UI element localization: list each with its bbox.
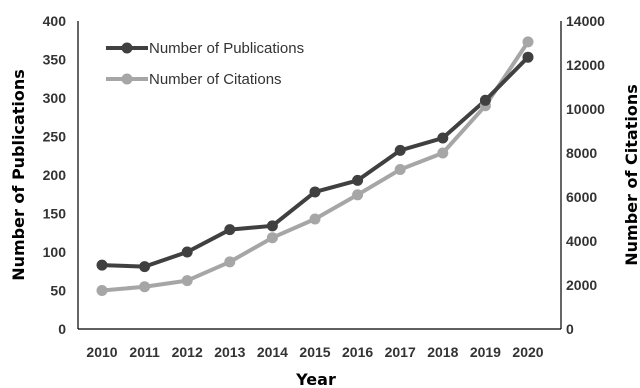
data-point: [96, 259, 108, 271]
data-point: [96, 285, 108, 296]
x-tick-label: 2012: [172, 344, 203, 360]
legend-marker: [121, 42, 133, 54]
y-axis-title: Number of Publications: [9, 69, 28, 281]
y-tick-label: 250: [43, 129, 67, 145]
y-tick-label: 300: [43, 90, 67, 106]
data-point: [394, 144, 406, 156]
y-tick-label: 0: [58, 321, 66, 337]
data-point: [479, 94, 491, 106]
legend-label: Number of Publications: [149, 40, 304, 57]
y2-tick-label: 10000: [566, 101, 605, 117]
series-line: [101, 55, 530, 269]
data-point: [309, 213, 321, 225]
data-point: [352, 174, 364, 186]
legend-marker: [121, 73, 133, 85]
y-tick-label: 150: [43, 206, 67, 222]
y-tick-label: 200: [43, 167, 67, 183]
data-point: [352, 189, 364, 201]
data-point: [224, 256, 236, 268]
y2-axis-title: Number of Citations: [622, 84, 640, 265]
x-tick-label: 2013: [214, 344, 245, 360]
legend-label: Number of Citations: [149, 71, 282, 88]
axes: 0501001502002503003504000200040006000800…: [43, 13, 606, 360]
x-tick-label: 2017: [385, 344, 416, 360]
data-point: [309, 186, 321, 198]
y2-tick-label: 4000: [566, 233, 597, 249]
data-point: [522, 36, 534, 48]
x-axis-title: Year: [295, 370, 336, 388]
y2-tick-label: 14000: [566, 13, 605, 29]
data-point: [224, 224, 236, 236]
x-tick-label: 2014: [257, 344, 288, 360]
data-point: [139, 261, 151, 273]
series-points: [96, 36, 534, 296]
data-point: [437, 132, 449, 144]
data-point: [437, 147, 449, 159]
x-tick-label: 2015: [299, 344, 330, 360]
data-point: [181, 246, 193, 258]
x-tick-label: 2020: [512, 344, 543, 360]
y2-tick-label: 2000: [566, 277, 597, 293]
y-tick-label: 350: [43, 52, 67, 68]
data-point: [266, 220, 278, 232]
y2-tick-label: 6000: [566, 189, 597, 205]
legend: Number of Publications Number of Citation…: [106, 40, 304, 88]
y-tick-label: 400: [43, 13, 67, 29]
data-point: [139, 281, 151, 293]
data-point: [394, 164, 406, 175]
x-tick-label: 2010: [86, 344, 117, 360]
y2-tick-label: 0: [566, 321, 574, 337]
x-tick-label: 2019: [470, 344, 501, 360]
x-tick-label: 2011: [129, 344, 160, 360]
x-tick-label: 2018: [427, 344, 458, 360]
y2-tick-label: 8000: [566, 145, 597, 161]
y-tick-label: 50: [50, 283, 66, 299]
data-point: [522, 51, 534, 63]
data-point: [181, 275, 193, 287]
data-point: [266, 232, 278, 244]
x-tick-label: 2016: [342, 344, 373, 360]
y-tick-label: 100: [43, 244, 67, 260]
y2-tick-label: 12000: [566, 57, 605, 73]
